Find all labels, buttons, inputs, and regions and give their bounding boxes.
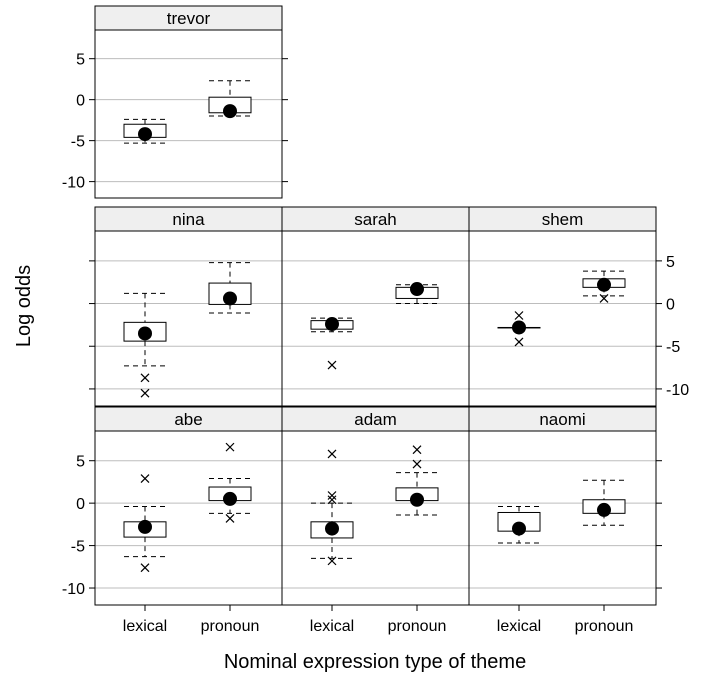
outlier-point [225, 442, 235, 452]
median-dot [138, 127, 152, 142]
y-tick-label: -5 [666, 339, 680, 356]
box-trevor-pronoun [208, 80, 252, 119]
outlier-point [412, 459, 422, 469]
x-tick-label: lexical [123, 618, 167, 635]
median-dot [512, 320, 526, 335]
panel-frame [94, 5, 283, 199]
median-dot [223, 491, 237, 506]
outlier-point [599, 294, 609, 303]
y-tick-label: 5 [666, 254, 675, 271]
strip-adam [281, 406, 470, 432]
panel-frame [468, 206, 657, 407]
strip-shem [468, 206, 657, 232]
median-dot [597, 502, 611, 517]
median-dot [223, 291, 237, 306]
strip-label: shem [542, 210, 584, 229]
box-sarah-pronoun [395, 282, 439, 305]
panel-frame [468, 406, 657, 606]
panel-abe: abe 5 0 -5 -10 lexical pronoun [62, 406, 283, 635]
panel-sarah: sarah [281, 206, 470, 407]
box-shem-lexical [497, 311, 541, 347]
panel-adam: adam lexical pronoun [281, 406, 470, 635]
strip-label: nina [172, 210, 205, 229]
panel-trevor: trevor 5 0 -5 -10 [62, 5, 288, 199]
y-tick-label: -10 [62, 175, 85, 192]
box-sarah-lexical [310, 317, 354, 370]
median-dot [410, 282, 424, 297]
box-shem-pronoun [582, 270, 626, 303]
panel-frame [281, 406, 470, 606]
x-tick-label: pronoun [575, 618, 634, 635]
outlier-point [514, 337, 524, 347]
x-tick-label: lexical [310, 618, 354, 635]
strip-sarah [281, 206, 470, 232]
outlier-point [327, 360, 337, 370]
box-abe-pronoun [208, 442, 252, 523]
outlier-point [140, 388, 150, 398]
panel-naomi: naomi lexical pronoun [468, 406, 662, 635]
median-dot [597, 277, 611, 292]
y-tick-label: 0 [76, 496, 85, 513]
outlier-point [140, 474, 150, 483]
box-nina-pronoun [208, 262, 252, 314]
box-nina-lexical [123, 292, 167, 398]
outlier-point [225, 514, 235, 523]
median-dot [138, 326, 152, 341]
outlier-point [327, 495, 337, 505]
box-trevor-lexical [123, 118, 167, 144]
y-tick-label: -5 [71, 539, 85, 556]
outlier-point [140, 563, 150, 573]
outlier-point [327, 491, 337, 500]
y-tick-label: 0 [76, 93, 85, 110]
y-tick-label: 0 [666, 297, 675, 314]
y-tick-label: -10 [62, 581, 85, 598]
median-dot [512, 521, 526, 536]
panel-frame [281, 206, 470, 407]
median-dot [410, 492, 424, 507]
y-tick-label: 5 [76, 52, 85, 69]
box-naomi-lexical [497, 506, 541, 544]
y-tick-label: -5 [71, 134, 85, 151]
y-axis-title: Log odds [13, 265, 35, 347]
x-tick-label: pronoun [201, 618, 260, 635]
median-dot [325, 317, 339, 332]
strip-trevor [94, 5, 283, 31]
x-tick-label: pronoun [388, 618, 447, 635]
y-tick-label: 5 [76, 454, 85, 471]
median-dot [223, 104, 237, 119]
y-tick-label: -10 [666, 382, 689, 399]
median-dot [325, 521, 339, 536]
x-tick-label: lexical [497, 618, 541, 635]
outlier-point [140, 373, 150, 383]
panel-frame [94, 206, 283, 407]
panel-shem: shem 5 0 -5 -10 [468, 206, 689, 407]
strip-label: naomi [539, 410, 585, 429]
strip-label: abe [174, 410, 202, 429]
strip-label: trevor [167, 9, 211, 28]
box-adam-pronoun [395, 445, 439, 516]
panel-nina: nina [89, 206, 283, 407]
strip-label: sarah [354, 210, 397, 229]
outlier-point [327, 556, 337, 566]
x-axis-title: Nominal expression type of theme [224, 651, 526, 673]
box-adam-lexical [310, 449, 354, 566]
box-abe-lexical [123, 474, 167, 573]
box-naomi-pronoun [582, 479, 626, 526]
outlier-point [412, 445, 422, 455]
outlier-point [327, 449, 337, 459]
outlier-point [514, 311, 524, 320]
median-dot [138, 519, 152, 534]
panel-frame [94, 406, 283, 606]
strip-label: adam [354, 410, 397, 429]
